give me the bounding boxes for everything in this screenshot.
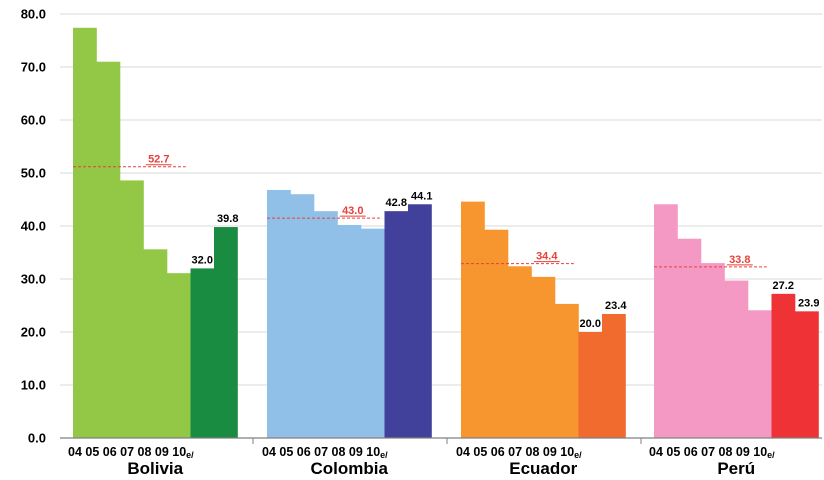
year-suffix: e/ [767, 450, 775, 460]
y-tick-label: 70.0 [21, 60, 46, 75]
bar-perú-08 [748, 310, 772, 438]
year-suffix: e/ [380, 450, 388, 460]
y-tick-label: 50.0 [21, 166, 46, 181]
y-tick-label: 40.0 [21, 219, 46, 234]
average-label: 33.8 [729, 254, 750, 266]
y-tick-label: 0.0 [28, 431, 46, 446]
y-tick-label: 30.0 [21, 272, 46, 287]
bar-bolivia-04 [73, 27, 97, 439]
bar-bolivia-06 [120, 180, 144, 439]
bar-colombia-10 [408, 204, 432, 438]
bar-bolivia-09 [190, 268, 215, 438]
bar-ecuador-05 [484, 229, 509, 438]
bar-colombia-06 [314, 211, 338, 438]
category-label-colombia: Colombia [311, 459, 389, 478]
average-label: 34.4 [536, 251, 558, 263]
year-labels: 04 05 06 07 08 09 10e/ [649, 445, 775, 460]
bar-perú-07 [724, 280, 749, 438]
bar-perú-06 [701, 263, 725, 438]
bar-colombia-08 [361, 228, 385, 438]
y-tick-label: 80.0 [21, 7, 46, 22]
y-tick-label: 20.0 [21, 325, 46, 340]
data-label: 20.0 [580, 318, 601, 330]
bar-colombia-07 [337, 224, 362, 438]
y-axis: 0.0 10.0 20.0 30.0 40.0 50.0 60.0 70.0 80.0 [21, 7, 46, 446]
bars [73, 27, 819, 439]
average-label: 43.0 [342, 205, 363, 217]
bar-colombia-09 [384, 211, 409, 438]
category-label-bolivia: Bolivia [127, 459, 183, 478]
bar-bolivia-05 [96, 61, 121, 438]
bar-ecuador-08 [555, 303, 579, 438]
category-label-ecuador: Ecuador [509, 459, 577, 478]
data-label: 44.1 [411, 190, 432, 202]
bar-perú-05 [677, 238, 702, 438]
bar-ecuador-06 [508, 266, 532, 438]
bar-perú-10 [795, 311, 819, 438]
average-label: 52.7 [148, 154, 169, 166]
bar-ecuador-09 [578, 332, 603, 438]
year-labels: 04 05 06 07 08 09 10e/ [262, 445, 388, 460]
data-label: 27.2 [773, 280, 794, 292]
bar-colombia-05 [290, 194, 315, 438]
bar-ecuador-10 [602, 313, 626, 438]
y-tick-label: 60.0 [21, 113, 46, 128]
category-label-perú: Perú [717, 459, 755, 478]
data-label: 42.8 [386, 197, 407, 209]
bar-bolivia-08 [167, 273, 191, 438]
bar-bolivia-07 [143, 249, 168, 438]
bar-ecuador-07 [531, 276, 556, 438]
year-suffix: e/ [574, 450, 582, 460]
data-label: 39.8 [217, 213, 238, 225]
year-suffix: e/ [186, 450, 194, 460]
bar-perú-04 [654, 204, 678, 438]
average-lines: 52.7 43.0 34.4 33.8 [73, 154, 767, 268]
year-labels: 04 05 06 07 08 09 10e/ [456, 445, 582, 460]
data-label: 23.9 [798, 297, 819, 309]
data-label: 23.4 [605, 300, 627, 312]
bar-perú-09 [771, 293, 796, 438]
year-labels: 04 05 06 07 08 09 10e/ [68, 445, 194, 460]
bar-bolivia-10 [214, 227, 238, 438]
bar-colombia-04 [267, 189, 291, 438]
bar-ecuador-04 [461, 201, 485, 438]
data-label: 32.0 [192, 254, 213, 266]
data-labels: 32.0 39.8 42.8 44.1 20.0 23.4 27.2 23.9 [192, 190, 820, 330]
y-tick-label: 10.0 [21, 378, 46, 393]
